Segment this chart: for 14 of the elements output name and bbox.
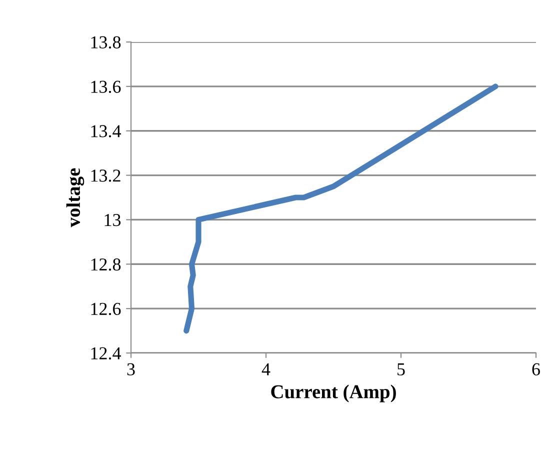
x-tick-label: 5 bbox=[398, 363, 405, 376]
x-tick-label: 4 bbox=[262, 363, 270, 376]
x-tick-label: 3 bbox=[127, 363, 135, 376]
y-tick-label: 13.6 bbox=[91, 80, 121, 93]
y-tick-label: 12.4 bbox=[91, 347, 121, 360]
y-tick-label: 12.8 bbox=[91, 258, 121, 271]
y-tick-label: 13 bbox=[104, 214, 121, 226]
y-tick-label: 12.6 bbox=[91, 302, 121, 316]
x-tick-label: 6 bbox=[532, 363, 540, 376]
x-axis-title: Current (Amp) bbox=[271, 384, 396, 402]
y-tick-label: 13.2 bbox=[91, 170, 120, 182]
y-tick-label: 13.8 bbox=[91, 36, 121, 49]
y-axis-title: voltage bbox=[66, 168, 84, 228]
y-tick-label: 13.4 bbox=[91, 125, 121, 138]
